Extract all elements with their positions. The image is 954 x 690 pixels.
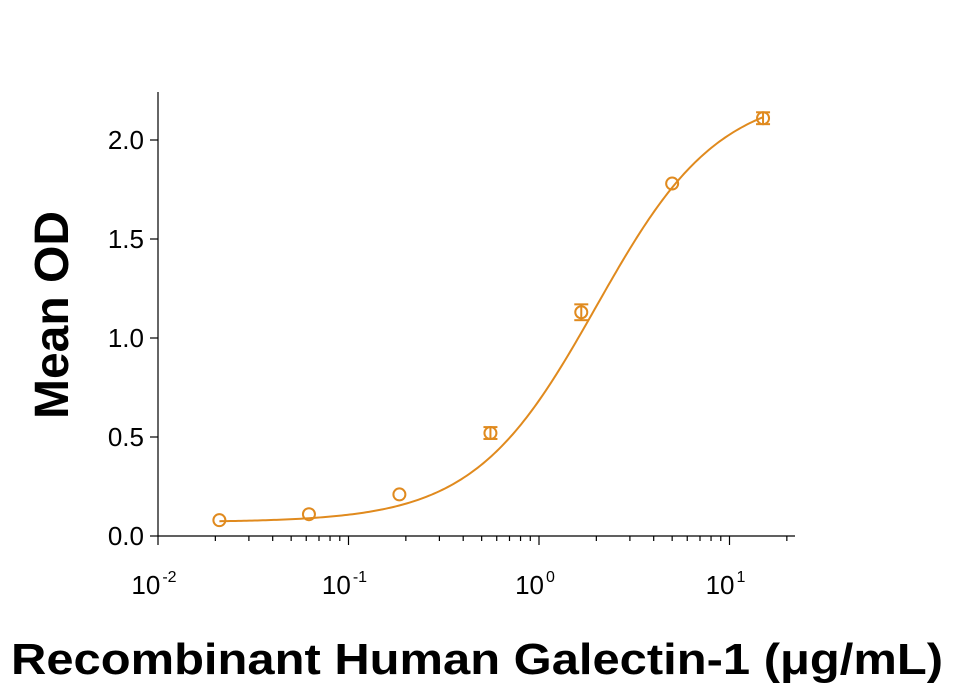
data-point <box>301 507 316 522</box>
x-tick-label: 10 -1 <box>322 569 367 600</box>
data-point <box>212 513 227 528</box>
data-point <box>665 176 680 191</box>
y-tick-label: 0.0 <box>108 521 144 551</box>
y-axis-title: Mean OD <box>26 211 79 419</box>
x-axis-minor-ticks <box>214 536 788 541</box>
y-tick-label: 0.5 <box>108 422 144 452</box>
data-point-group <box>756 111 771 126</box>
x-axis-ticks: 10 -2 10 -1 10 0 10 1 <box>131 536 746 600</box>
data-point-group <box>483 426 498 441</box>
x-tick-label: 10 -2 <box>131 569 176 600</box>
data-points <box>212 111 771 528</box>
x-axis-title: Recombinant Human Galectin-1 (μg/mL) <box>11 635 943 684</box>
y-tick-label: 1.5 <box>108 224 144 254</box>
axes <box>157 92 795 537</box>
data-point-group <box>301 507 316 522</box>
data-point <box>392 487 407 502</box>
data-point <box>756 111 771 126</box>
data-point-group <box>574 303 589 322</box>
y-axis-ticks: 0.0 0.5 1.0 1.5 2.0 <box>108 125 158 551</box>
y-tick-label: 2.0 <box>108 125 144 155</box>
x-tick-label: 10 0 <box>515 569 555 600</box>
x-tick-label: 10 1 <box>706 569 746 600</box>
data-point <box>574 305 589 320</box>
data-point <box>483 426 498 441</box>
y-tick-label: 1.0 <box>108 323 144 353</box>
fit-curve <box>219 116 764 523</box>
data-point-group <box>212 513 227 528</box>
data-point-group <box>665 176 680 191</box>
data-point-group <box>392 487 407 502</box>
